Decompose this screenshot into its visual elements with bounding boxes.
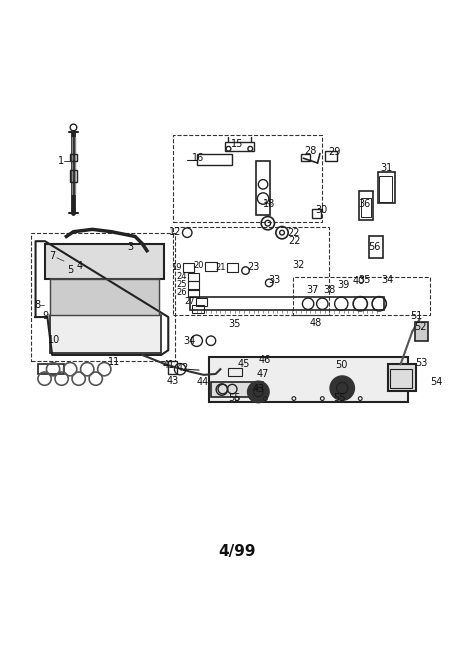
Text: 43: 43 — [167, 376, 179, 386]
Bar — [301, 153, 310, 161]
Text: 40: 40 — [353, 276, 365, 286]
Text: 3: 3 — [128, 242, 133, 252]
Text: 31: 31 — [380, 163, 392, 173]
Text: 5: 5 — [67, 265, 73, 275]
Text: 35: 35 — [358, 275, 370, 285]
Text: 10: 10 — [48, 335, 61, 345]
Bar — [183, 263, 194, 272]
Text: 18: 18 — [263, 199, 275, 209]
Text: 55: 55 — [228, 392, 241, 403]
Bar — [227, 263, 238, 272]
Text: 15: 15 — [231, 139, 243, 149]
Circle shape — [330, 376, 354, 400]
Text: 44: 44 — [197, 378, 209, 388]
Bar — [173, 227, 329, 314]
Text: 45: 45 — [238, 360, 250, 370]
Bar — [31, 233, 175, 361]
Text: 20: 20 — [194, 261, 204, 270]
Text: 32: 32 — [292, 260, 305, 270]
Bar — [256, 161, 270, 215]
Text: 55: 55 — [333, 392, 346, 403]
Bar — [188, 273, 199, 282]
Text: 34: 34 — [382, 275, 394, 285]
Text: 29: 29 — [328, 147, 340, 157]
Text: 52: 52 — [415, 321, 427, 331]
Text: 7: 7 — [49, 251, 55, 261]
Text: 26: 26 — [176, 288, 187, 297]
Bar — [190, 296, 384, 310]
Text: 30: 30 — [315, 206, 328, 216]
Text: 42: 42 — [176, 364, 189, 373]
Bar — [70, 153, 77, 161]
Text: 54: 54 — [430, 378, 442, 388]
Text: 23: 23 — [247, 262, 260, 272]
Bar — [168, 361, 177, 374]
Text: 51: 51 — [410, 310, 422, 321]
Text: 38: 38 — [323, 284, 336, 294]
Bar — [388, 364, 416, 390]
Bar — [196, 298, 207, 306]
Bar — [205, 262, 217, 271]
Bar — [415, 322, 428, 341]
Bar — [192, 304, 204, 313]
Text: 41: 41 — [162, 360, 174, 370]
Bar — [379, 176, 392, 202]
Bar — [188, 281, 199, 290]
Bar — [225, 142, 254, 151]
Text: 33: 33 — [269, 275, 281, 285]
Text: 16: 16 — [192, 153, 204, 163]
Bar — [197, 153, 232, 165]
Bar — [45, 243, 164, 279]
Text: 11: 11 — [108, 357, 120, 367]
Circle shape — [248, 382, 269, 403]
Bar — [369, 237, 383, 258]
Text: 8: 8 — [35, 300, 41, 310]
Bar — [312, 209, 321, 218]
Bar — [361, 198, 371, 216]
Text: 47: 47 — [257, 369, 269, 379]
Bar — [228, 368, 242, 376]
Text: 9: 9 — [42, 311, 48, 321]
Text: 50: 50 — [335, 360, 347, 370]
Text: 27: 27 — [184, 297, 195, 306]
Text: 19: 19 — [172, 263, 182, 271]
Text: 25: 25 — [176, 280, 187, 290]
Polygon shape — [50, 279, 159, 314]
Text: 36: 36 — [358, 199, 370, 209]
Text: 28: 28 — [304, 146, 317, 156]
Text: 4: 4 — [77, 261, 82, 271]
Text: 4/99: 4/99 — [218, 544, 256, 559]
Text: 43: 43 — [252, 384, 264, 394]
Text: 53: 53 — [415, 358, 427, 368]
Bar — [173, 134, 322, 222]
Text: 22: 22 — [288, 228, 300, 238]
Text: 22: 22 — [289, 236, 301, 246]
Text: 46: 46 — [258, 355, 271, 365]
Bar — [359, 192, 373, 220]
Bar — [50, 314, 161, 353]
Bar — [70, 170, 77, 182]
Text: 56: 56 — [368, 242, 381, 252]
Bar — [38, 364, 64, 374]
Text: 39: 39 — [337, 280, 350, 290]
Text: 21: 21 — [215, 263, 226, 271]
Text: 35: 35 — [228, 319, 241, 329]
Bar — [211, 382, 263, 396]
Bar — [293, 277, 430, 314]
Bar — [188, 288, 199, 297]
Text: 48: 48 — [309, 318, 321, 328]
Bar — [390, 369, 412, 388]
Text: 37: 37 — [307, 284, 319, 294]
Text: 12: 12 — [169, 226, 182, 237]
Text: 1: 1 — [58, 156, 64, 165]
Text: 34: 34 — [183, 336, 196, 345]
Text: 24: 24 — [176, 272, 187, 282]
Bar — [209, 358, 408, 403]
Bar — [378, 173, 395, 203]
Bar — [325, 151, 337, 161]
